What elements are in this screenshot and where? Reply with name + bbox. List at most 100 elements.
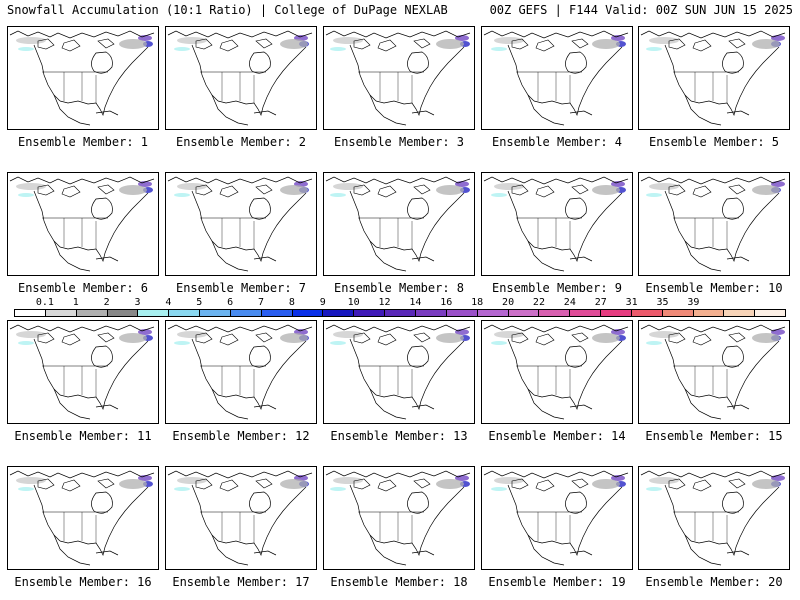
colorbar-label: 8 — [288, 297, 295, 308]
member-label: Ensemble Member: 1 — [17, 135, 149, 149]
colorbar-cell — [107, 310, 139, 316]
chart-title: Snowfall Accumulation (10:1 Ratio) | Col… — [7, 3, 448, 17]
ensemble-panel: Ensemble Member: 13 — [323, 320, 475, 443]
colorbar-label: 9 — [319, 297, 326, 308]
member-label: Ensemble Member: 2 — [175, 135, 307, 149]
ensemble-panel: Ensemble Member: 1 — [7, 26, 159, 149]
ensemble-panel: Ensemble Member: 12 — [165, 320, 317, 443]
snowfall-map — [7, 466, 159, 570]
snowfall-map — [323, 26, 475, 130]
snowfall-map — [7, 26, 159, 130]
snowfall-map — [638, 172, 790, 276]
member-label: Ensemble Member: 11 — [14, 429, 152, 443]
colorbar-label: 14 — [409, 297, 422, 308]
ensemble-panel: Ensemble Member: 17 — [165, 466, 317, 589]
ensemble-panel: Ensemble Member: 19 — [481, 466, 633, 589]
member-label: Ensemble Member: 15 — [645, 429, 783, 443]
member-label: Ensemble Member: 14 — [488, 429, 626, 443]
colorbar-cell — [570, 310, 602, 316]
colorbar-label: 31 — [625, 297, 638, 308]
colorbar-cell — [446, 310, 478, 316]
snowfall-map — [481, 466, 633, 570]
colorbar-cell — [169, 310, 201, 316]
colorbar-label: 0.1 — [35, 297, 54, 308]
colorbar-cell — [354, 310, 386, 316]
ensemble-panel: Ensemble Member: 6 — [7, 172, 159, 295]
snowfall-map — [323, 172, 475, 276]
colorbar-cell — [261, 310, 293, 316]
colorbar-label: 10 — [347, 297, 360, 308]
ensemble-panel: Ensemble Member: 2 — [165, 26, 317, 149]
ensemble-panel: Ensemble Member: 15 — [638, 320, 790, 443]
member-label: Ensemble Member: 7 — [175, 281, 307, 295]
ensemble-panel: Ensemble Member: 20 — [638, 466, 790, 589]
colorbar-label: 7 — [258, 297, 265, 308]
colorbar-label: 12 — [378, 297, 391, 308]
ensemble-panel: Ensemble Member: 7 — [165, 172, 317, 295]
ensemble-panel: Ensemble Member: 10 — [638, 172, 790, 295]
ensemble-panel: Ensemble Member: 8 — [323, 172, 475, 295]
snowfall-map — [165, 26, 317, 130]
colorbar-label: 16 — [440, 297, 453, 308]
snowfall-map — [481, 26, 633, 130]
member-label: Ensemble Member: 20 — [645, 575, 783, 589]
colorbar-cell — [631, 310, 663, 316]
colorbar-cell — [138, 310, 170, 316]
run-info: 00Z GEFS | F144 Valid: 00Z SUN JUN 15 20… — [489, 3, 793, 17]
colorbar-label: 24 — [563, 297, 576, 308]
member-label: Ensemble Member: 9 — [491, 281, 623, 295]
colorbar-cell — [693, 310, 725, 316]
colorbar-label: 6 — [227, 297, 234, 308]
colorbar-cell — [477, 310, 509, 316]
member-label: Ensemble Member: 17 — [172, 575, 310, 589]
colorbar-cell — [415, 310, 447, 316]
colorbar-label: 35 — [656, 297, 669, 308]
colorbar-legend: 0.1 1 2 3 4 5 6 7 8 9 10 12 14 16 18 20 22 24 27 31 35 39 — [14, 297, 786, 319]
colorbar-label: 2 — [103, 297, 110, 308]
member-label: Ensemble Member: 12 — [172, 429, 310, 443]
snowfall-map — [323, 320, 475, 424]
colorbar-cell — [601, 310, 632, 316]
member-label: Ensemble Member: 19 — [488, 575, 626, 589]
colorbar-cell — [508, 310, 540, 316]
ensemble-panel: Ensemble Member: 16 — [7, 466, 159, 589]
ensemble-panel: Ensemble Member: 14 — [481, 320, 633, 443]
colorbar-label: 5 — [196, 297, 203, 308]
colorbar-label: 4 — [165, 297, 172, 308]
snowfall-map — [165, 320, 317, 424]
ensemble-panel: Ensemble Member: 9 — [481, 172, 633, 295]
snowfall-map — [638, 466, 790, 570]
colorbar-label: 39 — [687, 297, 700, 308]
ensemble-panel: Ensemble Member: 3 — [323, 26, 475, 149]
colorbar-cell — [755, 310, 786, 316]
member-label: Ensemble Member: 3 — [333, 135, 465, 149]
snowfall-map — [165, 172, 317, 276]
colorbar-cell — [76, 310, 108, 316]
snowfall-map — [323, 466, 475, 570]
ensemble-panel: Ensemble Member: 11 — [7, 320, 159, 443]
colorbar-cell — [230, 310, 262, 316]
colorbar-cell — [45, 310, 77, 316]
colorbar-cell — [15, 310, 46, 316]
colorbar-cell — [323, 310, 355, 316]
colorbar-label: 20 — [502, 297, 515, 308]
member-label: Ensemble Member: 13 — [330, 429, 468, 443]
colorbar-cell — [539, 310, 571, 316]
member-label: Ensemble Member: 10 — [645, 281, 783, 295]
colorbar-cell — [662, 310, 694, 316]
colorbar-cell — [724, 310, 756, 316]
snowfall-map — [7, 320, 159, 424]
colorbar-label: 27 — [594, 297, 607, 308]
snowfall-map — [7, 172, 159, 276]
colorbar-label: 1 — [72, 297, 79, 308]
snowfall-map — [481, 172, 633, 276]
colorbar-strip — [14, 309, 786, 317]
ensemble-panel: Ensemble Member: 18 — [323, 466, 475, 589]
colorbar-cell — [200, 310, 231, 316]
snowfall-map — [638, 26, 790, 130]
member-label: Ensemble Member: 8 — [333, 281, 465, 295]
member-label: Ensemble Member: 6 — [17, 281, 149, 295]
snowfall-map — [481, 320, 633, 424]
snowfall-map — [638, 320, 790, 424]
colorbar-cell — [385, 310, 416, 316]
